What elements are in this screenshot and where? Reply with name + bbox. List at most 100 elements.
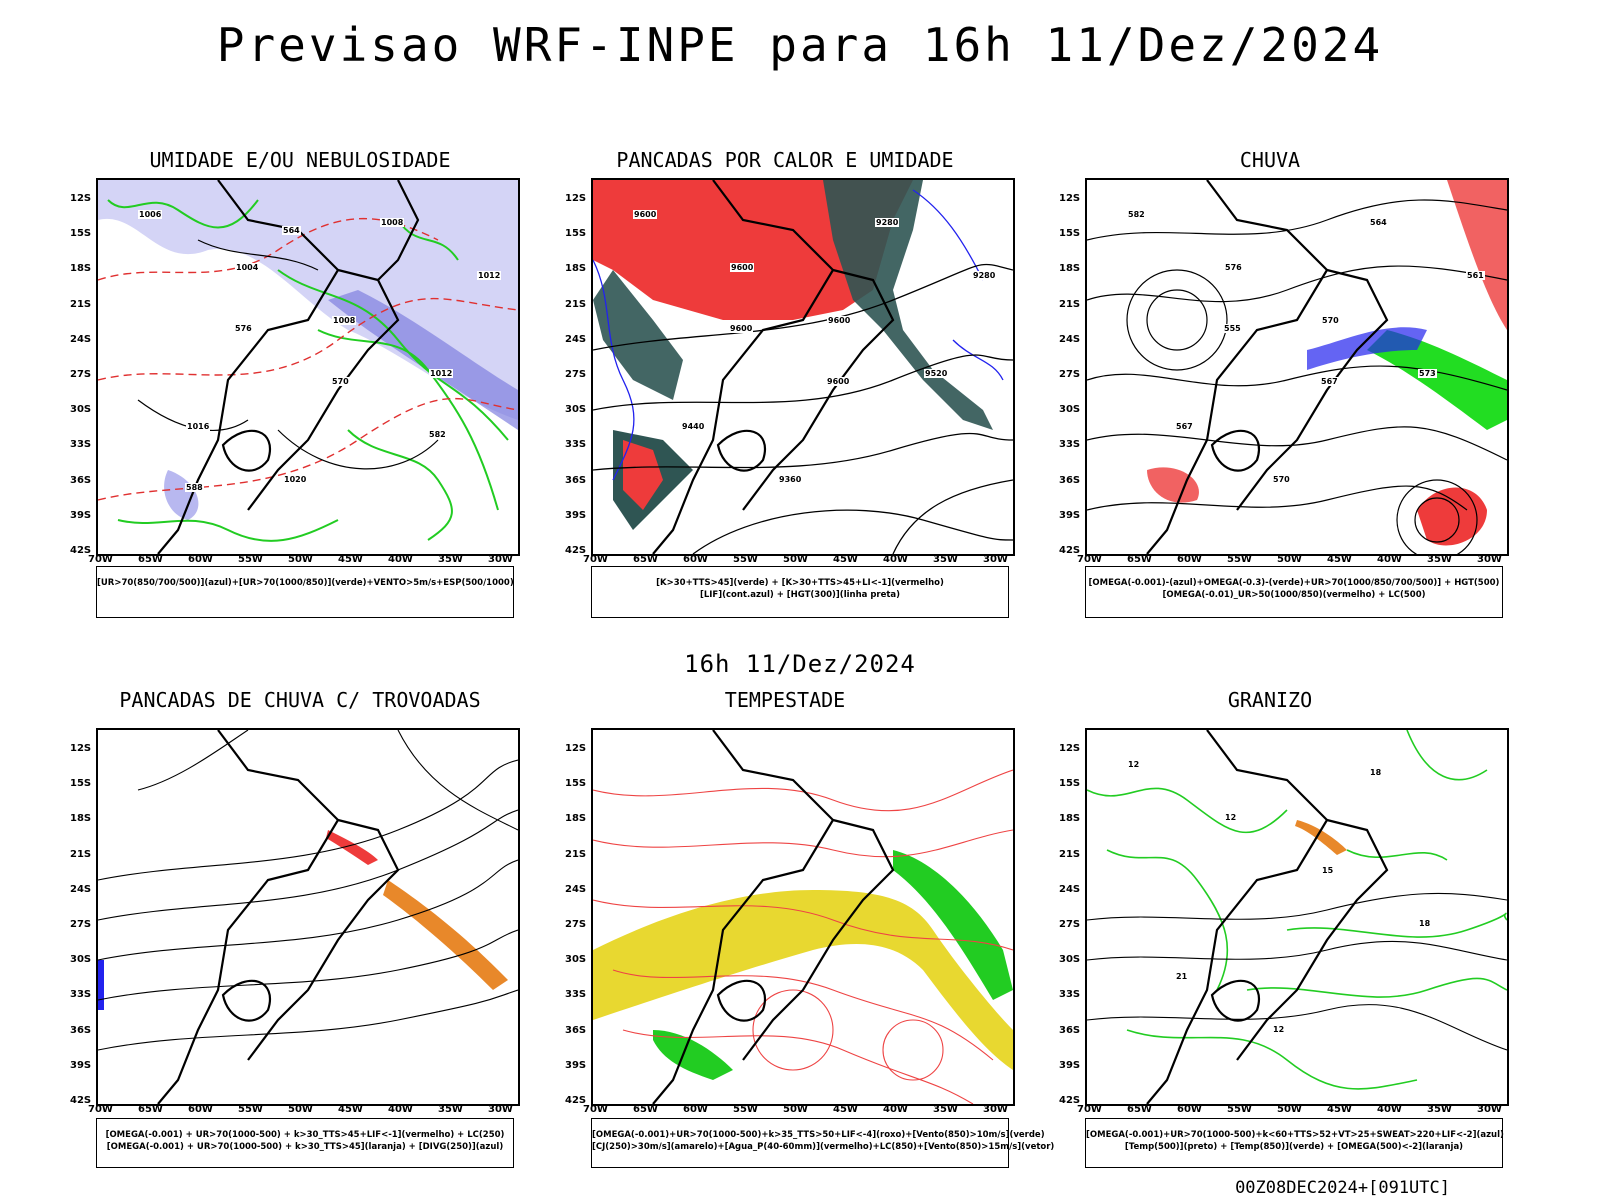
legend-granizo: [OMEGA(-0.001)+UR>70(1000-500)+k<60+TTS>… <box>1085 1118 1504 1168</box>
map-trovoadas <box>96 728 520 1106</box>
lon-tick-label: 55W <box>238 1104 263 1115</box>
lat-tick-label: 21S <box>70 848 92 860</box>
lat-tick-label: 24S <box>1059 883 1081 895</box>
contour-label: 9600 <box>826 377 851 386</box>
legend-chuva: [OMEGA(-0.001)-(azul)+OMEGA(-0.3)-(verde… <box>1085 566 1503 618</box>
lon-tick-label: 70W <box>1077 554 1102 565</box>
contour-label: 561 <box>1466 271 1485 280</box>
lat-tick-label: 33S <box>1059 439 1081 451</box>
lat-tick-label: 33S <box>70 439 92 451</box>
map-tempestade <box>591 728 1015 1106</box>
lon-tick-label: 40W <box>883 1104 908 1115</box>
lon-tick-label: 70W <box>88 554 113 565</box>
lat-tick-label: 36S <box>565 474 587 486</box>
lon-tick-label: 35W <box>438 1104 463 1115</box>
lon-tick-label: 70W <box>88 1104 113 1115</box>
contour-label: 18 <box>1369 768 1383 777</box>
contour-label: 1006 <box>138 210 163 219</box>
lon-tick-label: 30W <box>1477 554 1502 565</box>
contour-label: 15 <box>1321 866 1335 875</box>
lat-tick-label: 42S <box>1059 1095 1081 1106</box>
legend-line: [K>30+TTS>45](verde) + [K>30+TTS>45+LI<-… <box>656 578 944 588</box>
lat-tick-label: 12S <box>70 743 92 754</box>
lon-tick-label: 50W <box>1277 1104 1302 1115</box>
lon-tick-label: 30W <box>488 554 513 565</box>
lon-tick-label: 55W <box>1227 1104 1252 1115</box>
lat-tick-label: 36S <box>70 474 92 486</box>
lon-tick-label: 55W <box>238 554 263 565</box>
contour-label: 1020 <box>283 475 308 484</box>
lat-tick-label: 27S <box>1059 369 1081 380</box>
panel-title-pancadas-calor: PANCADAS POR CALOR E UMIDADE <box>616 148 954 172</box>
contour-label: 588 <box>185 483 204 492</box>
legend-line: [OMEGA(-0.001) + UR>70(1000-500) + k>30_… <box>105 1130 505 1140</box>
lon-tick-label: 60W <box>683 554 708 565</box>
legend-line: [OMEGA(-0.001)+UR>70(1000-500)+k<60+TTS>… <box>1086 1130 1504 1140</box>
lon-tick-label: 40W <box>1377 554 1402 565</box>
contour-label: 12 <box>1224 813 1238 822</box>
lon-tick-label: 50W <box>783 1104 808 1115</box>
contour-label: 570 <box>331 377 350 386</box>
lon-tick-label: 35W <box>438 554 463 565</box>
lon-tick-label: 45W <box>1327 554 1352 565</box>
lon-tick-label: 65W <box>138 1104 163 1115</box>
lat-tick-label: 12S <box>1059 193 1081 204</box>
contour-label: 9440 <box>681 422 706 431</box>
contour-label: 9520 <box>924 369 949 378</box>
contour-label: 564 <box>1369 218 1388 227</box>
lon-tick-label: 30W <box>983 554 1008 565</box>
map-chuva: 582 576 570 573 567 570 564 561 555 567 <box>1085 178 1509 556</box>
contour-label: 570 <box>1272 475 1291 484</box>
lon-tick-label: 35W <box>933 1104 958 1115</box>
lon-tick-label: 50W <box>783 554 808 565</box>
lon-tick-label: 65W <box>633 554 658 565</box>
lat-tick-label: 36S <box>70 1024 92 1036</box>
contour-label: 582 <box>428 430 447 439</box>
lat-tick-label: 12S <box>565 193 587 204</box>
lat-tick-label: 42S <box>565 545 587 556</box>
contour-label: 1012 <box>429 369 454 378</box>
lat-tick-label: 21S <box>1059 298 1081 310</box>
lon-tick-label: 65W <box>1127 554 1152 565</box>
lat-tick-label: 33S <box>70 989 92 1001</box>
map-umidade: 1006 1004 1008 1012 1016 1020 1008 1012 576 570 58… <box>96 178 520 556</box>
lat-tick-label: 39S <box>565 509 587 521</box>
contour-label: 9360 <box>778 475 803 484</box>
contour-label: 567 <box>1175 422 1194 431</box>
lat-tick-label: 39S <box>1059 509 1081 521</box>
contour-label: 576 <box>234 324 253 333</box>
lat-tick-label: 42S <box>1059 545 1081 556</box>
contour-label: 9280 <box>875 218 900 227</box>
lon-tick-label: 40W <box>1377 1104 1402 1115</box>
lat-tick-label: 36S <box>565 1024 587 1036</box>
lat-tick-label: 18S <box>1059 263 1081 275</box>
lat-tick-label: 42S <box>70 545 92 556</box>
lat-tick-label: 24S <box>1059 333 1081 345</box>
lat-tick-label: 24S <box>565 883 587 895</box>
lat-tick-label: 15S <box>70 778 92 790</box>
legend-line: [OMEGA(-0.001)-(azul)+OMEGA(-0.3)-(verde… <box>1088 578 1500 588</box>
contour-label: 573 <box>1418 369 1437 378</box>
lat-tick-label: 39S <box>70 1059 92 1071</box>
lat-tick-label: 18S <box>565 813 587 825</box>
lat-tick-label: 30S <box>1059 404 1081 416</box>
lat-tick-label: 33S <box>565 989 587 1001</box>
contour-label: 1008 <box>332 316 357 325</box>
contour-label: 21 <box>1175 972 1189 981</box>
lat-tick-label: 39S <box>565 1059 587 1071</box>
lat-tick-label: 24S <box>565 333 587 345</box>
lat-tick-label: 15S <box>565 778 587 790</box>
contour-label: 18 <box>1418 919 1432 928</box>
legend-umidade: [UR>70(850/700/500)](azul)+[UR>70(1000/8… <box>96 566 514 618</box>
lat-tick-label: 18S <box>70 263 92 275</box>
contour-label: 564 <box>282 226 301 235</box>
lon-tick-label: 30W <box>983 1104 1008 1115</box>
lat-tick-label: 15S <box>1059 778 1081 790</box>
lat-tick-label: 18S <box>70 813 92 825</box>
lat-tick-label: 42S <box>70 1095 92 1106</box>
lon-tick-label: 30W <box>488 1104 513 1115</box>
lon-tick-label: 45W <box>833 1104 858 1115</box>
lon-tick-label: 45W <box>338 1104 363 1115</box>
legend-tempestade: [OMEGA(-0.001)+UR>70(1000-500)+k>35_TTS>… <box>591 1118 1054 1168</box>
contour-label: 1016 <box>186 422 211 431</box>
